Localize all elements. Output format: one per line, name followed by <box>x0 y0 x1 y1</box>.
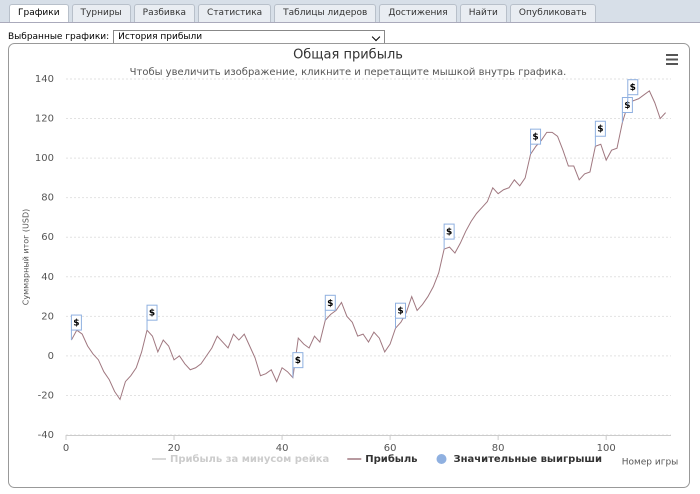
big-win-flag: $ <box>627 79 639 105</box>
x-axis-label: Номер игры <box>622 458 679 468</box>
menu-icon[interactable] <box>666 54 678 65</box>
flag-label: $ <box>624 101 630 111</box>
big-win-flag: $ <box>395 302 407 329</box>
x-tick-label: 80 <box>492 443 505 454</box>
flag-label: $ <box>327 299 333 309</box>
y-tick-label: 60 <box>41 232 54 243</box>
profit-line <box>70 90 666 401</box>
legend-item[interactable]: Значительные выигрыши <box>436 454 603 465</box>
y-tick-label: 0 <box>48 351 54 362</box>
y-tick-label: 100 <box>35 153 54 164</box>
flag-label: $ <box>149 309 155 319</box>
chart-subtitle: Чтобы увеличить изображение, кликните и … <box>130 67 567 78</box>
big-win-flag: $ <box>324 294 336 321</box>
flag-box <box>530 128 542 145</box>
chart-title: Общая прибыль <box>293 48 403 63</box>
flag-label: $ <box>446 228 452 238</box>
big-win-flag: $ <box>530 128 542 155</box>
tab[interactable]: Достижения <box>379 4 457 22</box>
tabs: Графики Турниры Разбивка Статистика Таблицы … <box>9 4 596 22</box>
x-tick-label: 60 <box>384 443 397 454</box>
flag-box <box>324 294 336 311</box>
legend-symbol <box>436 454 447 464</box>
x-tick-label: 20 <box>168 443 181 454</box>
big-win-flag: $ <box>594 120 606 147</box>
flag-box <box>70 314 82 331</box>
flag-box <box>627 79 639 96</box>
tab[interactable]: Найти <box>459 4 507 22</box>
flag-label: $ <box>73 319 79 329</box>
flag-box <box>292 352 304 369</box>
y-tick-label: 140 <box>35 74 54 85</box>
flag-box <box>443 223 455 240</box>
big-win-flag: $ <box>70 314 82 341</box>
selector-label: Выбранные графики: <box>8 32 110 42</box>
x-tick-label: 40 <box>276 443 289 454</box>
tab[interactable]: Опубликовать <box>509 4 596 22</box>
y-tick-label: 40 <box>41 272 54 283</box>
tab-bar: Графики Турниры Разбивка Статистика Таблицы … <box>0 0 700 23</box>
flag-label: $ <box>295 356 301 366</box>
tab[interactable]: Статистика <box>198 4 272 22</box>
y-tick-label: 120 <box>35 114 54 125</box>
y-tick-label: -20 <box>38 390 54 401</box>
flag-label: $ <box>532 133 538 143</box>
legend-label: Прибыль за минусом рейка <box>170 453 329 465</box>
big-win-flag: $ <box>443 223 455 250</box>
legend-label: Значительные выигрыши <box>454 454 603 465</box>
x-tick-label: 0 <box>63 443 69 454</box>
x-tick-label: 100 <box>597 443 616 454</box>
legend-item[interactable]: Прибыль <box>347 453 418 465</box>
y-tick-label: 20 <box>41 311 54 322</box>
legend-label: Прибыль <box>365 453 417 465</box>
y-tick-label: -40 <box>38 430 54 441</box>
flag-label: $ <box>597 125 603 135</box>
big-win-flag: $ <box>292 352 304 378</box>
y-tick-label: 80 <box>41 193 54 204</box>
tab[interactable]: Турниры <box>71 4 131 22</box>
flag-box <box>146 304 158 321</box>
flag-box <box>395 302 407 319</box>
tab[interactable]: Таблицы лидеров <box>274 4 377 22</box>
flag-label: $ <box>630 83 636 93</box>
big-win-flag: $ <box>146 304 158 331</box>
chart-frame <box>8 43 690 488</box>
flag-label: $ <box>397 307 403 317</box>
flag-box <box>594 120 606 137</box>
tab[interactable]: Разбивка <box>133 4 196 22</box>
legend-item[interactable]: Прибыль за минусом рейка <box>152 453 329 465</box>
y-axis-label: Суммарный итог (USD) <box>22 209 31 306</box>
tab[interactable]: Графики <box>9 4 69 22</box>
